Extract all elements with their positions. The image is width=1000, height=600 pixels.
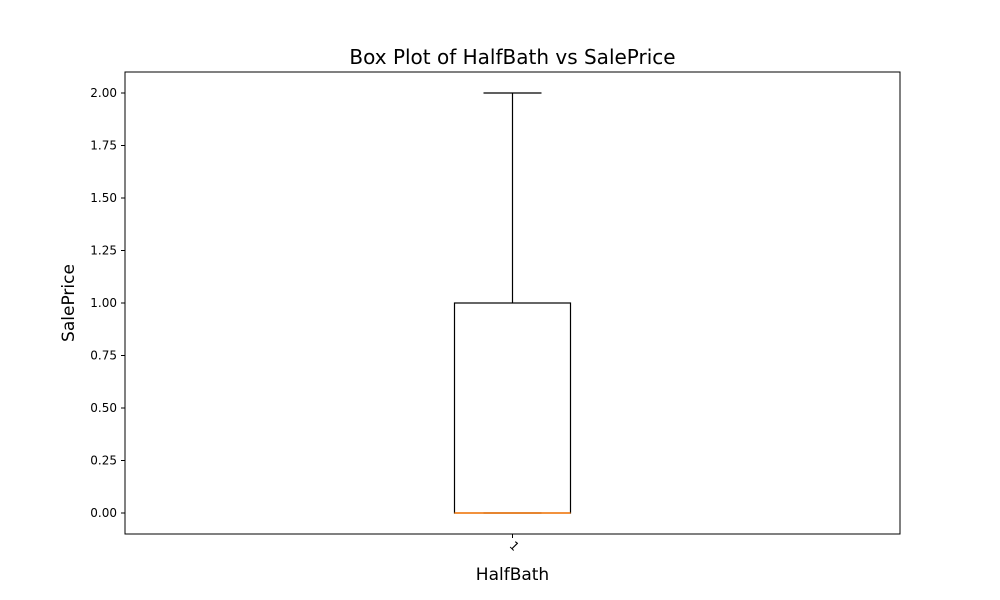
chart-title: Box Plot of HalfBath vs SalePrice: [349, 45, 675, 69]
y-tick-label: 2.00: [90, 86, 117, 100]
y-tick-label: 1.25: [90, 244, 117, 258]
y-tick-label: 1.00: [90, 296, 117, 310]
x-axis-label: HalfBath: [476, 565, 549, 585]
y-tick-label: 0.50: [90, 401, 117, 415]
y-tick-label: 1.50: [90, 191, 117, 205]
y-tick-label: 1.75: [90, 139, 117, 153]
box-iqr: [453, 302, 572, 514]
x-tick-label: 1: [507, 539, 522, 554]
y-tick-label: 0.00: [90, 506, 117, 520]
y-axis-label: SalePrice: [59, 264, 79, 342]
axis-ticks: 0.00 0.25 0.50 0.75 1.00 1.25 1.50 1.75 2.00 1: [90, 86, 522, 554]
plot-marks: [453, 92, 572, 514]
y-tick-label: 0.75: [90, 349, 117, 363]
y-tick-label: 0.25: [90, 454, 117, 468]
